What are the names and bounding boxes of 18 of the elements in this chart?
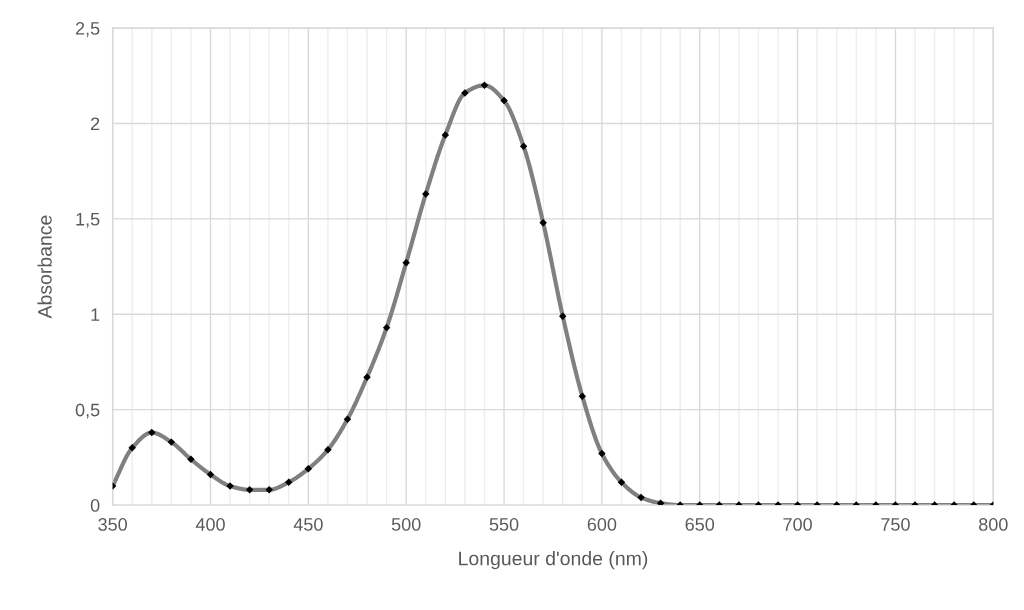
x-tick-label: 650 bbox=[685, 518, 715, 531]
y-tick-label: 1 bbox=[91, 308, 100, 321]
y-tick-label: 1,5 bbox=[76, 212, 100, 228]
x-tick-label: 750 bbox=[881, 518, 910, 531]
x-tick-label: 800 bbox=[979, 518, 1008, 531]
x-tick-label: 450 bbox=[293, 518, 323, 531]
x-tick-label: 700 bbox=[783, 518, 812, 531]
y-tick-label: 2 bbox=[91, 117, 100, 131]
y-tick-label: 0 bbox=[90, 499, 100, 512]
y-tick-label: 2,5 bbox=[75, 21, 100, 37]
x-axis-title: Longueur d'onde (nm) bbox=[459, 551, 648, 570]
x-tick-label: 550 bbox=[489, 518, 519, 531]
x-tick-label: 600 bbox=[587, 518, 617, 531]
y-axis-title: Absorbance bbox=[37, 215, 52, 319]
x-tick-label: 350 bbox=[98, 518, 127, 531]
x-tick-label: 400 bbox=[195, 518, 225, 531]
x-tick-label: 500 bbox=[391, 518, 421, 531]
y-tick-label: 0,5 bbox=[75, 403, 100, 419]
